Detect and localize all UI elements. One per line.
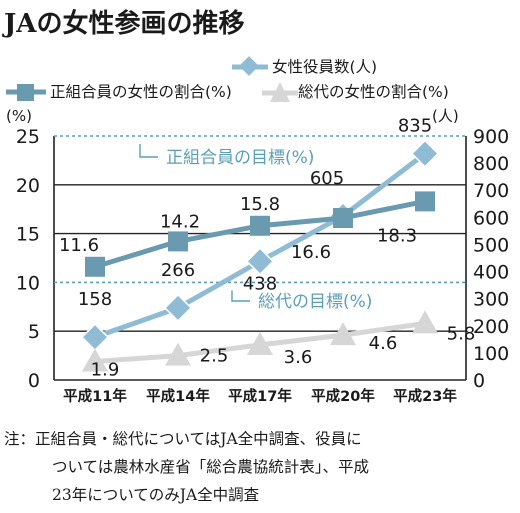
left-tick-label: 20 — [16, 175, 40, 197]
legend-marker-officers — [239, 56, 259, 76]
left-tick-label: 15 — [16, 224, 40, 246]
legend-item-members: 正組合員の女性の割合(%) — [6, 82, 232, 101]
members-point — [415, 191, 435, 212]
left-tick-label: 10 — [16, 272, 40, 294]
chart-title: JAの女性参画の推移 — [2, 8, 244, 39]
delegates-point — [412, 310, 438, 334]
legend-marker-delegates — [270, 82, 290, 102]
data-label: 15.8 — [240, 194, 280, 215]
target-label-1: 総代の目標(%) — [258, 292, 372, 312]
right-tick-label: 300 — [473, 289, 509, 311]
members-point — [250, 215, 270, 236]
left-tick-label: 5 — [28, 321, 40, 343]
category-label: 平成11年 — [63, 387, 127, 405]
officers-point — [163, 293, 193, 322]
legend-label-officers: 女性役員数(人) — [272, 57, 377, 76]
legend-label-members: 正組合員の女性の割合(%) — [50, 82, 232, 101]
legend: 女性役員数(人) 正組合員の女性の割合(%) 総代の女性の割合(%) — [6, 56, 449, 102]
data-label: 835 — [398, 116, 432, 137]
target-label-bg-1 — [254, 287, 398, 313]
data-label: 3.6 — [284, 347, 313, 368]
right-tick-label: 400 — [473, 262, 509, 284]
data-label: 158 — [78, 289, 112, 310]
category-label: 平成23年 — [393, 387, 457, 405]
officers-point — [245, 247, 275, 276]
category-label: 平成14年 — [146, 387, 210, 405]
delegates-point — [330, 322, 356, 346]
footnote-line-2: ついては農林水産省「総合農協統計表」、平成 — [52, 458, 369, 476]
data-label: 14.2 — [160, 211, 200, 232]
category-label: 平成20年 — [311, 387, 375, 405]
right-tick-label: 600 — [473, 207, 509, 229]
data-label: 4.6 — [369, 333, 398, 354]
legend-item-delegates: 総代の女性の割合(%) — [262, 82, 449, 102]
target-lines: 正組合員の目標(%) 総代の目標(%) — [54, 135, 466, 313]
data-label: 605 — [310, 168, 344, 189]
data-label: 2.5 — [200, 346, 229, 367]
legend-marker-members — [17, 84, 34, 101]
left-tick-label: 25 — [16, 126, 40, 148]
left-axis-unit: (%) — [6, 107, 32, 125]
officers-point — [80, 323, 110, 352]
footnote-line-1: 注：正組合員・総代についてはJA全中調査、役員に — [4, 430, 362, 448]
data-labels: 158 266 438 605 835 11.6 14.2 15.8 16.6 18.3 1.9 2.… — [59, 116, 475, 381]
delegates-point — [247, 331, 273, 355]
data-label: 5.8 — [447, 323, 476, 344]
right-tick-label: 200 — [473, 316, 509, 338]
category-label: 平成17年 — [228, 387, 292, 405]
data-label: 438 — [243, 273, 277, 294]
target-label-0: 正組合員の目標(%) — [166, 148, 314, 168]
right-tick-label: 500 — [473, 234, 509, 256]
target-callout-1 — [231, 290, 250, 302]
right-tick-label: 800 — [473, 153, 509, 175]
left-tick-label: 0 — [28, 370, 40, 392]
right-axis-unit: (人) — [432, 107, 459, 125]
series — [80, 139, 440, 372]
legend-label-delegates: 総代の女性の割合(%) — [298, 82, 449, 101]
members-point — [168, 231, 188, 252]
delegates-point — [165, 342, 191, 366]
axes: 0 5 10 15 20 25 0 100 200 300 400 500 600 700 800 900 平成… — [16, 126, 509, 405]
target-label-bg-0 — [162, 143, 340, 169]
footnote: 注：正組合員・総代についてはJA全中調査、役員に ついては農林水産省「総合農協統… — [4, 430, 369, 504]
delegates-point — [82, 348, 108, 372]
right-tick-label: 700 — [473, 180, 509, 202]
data-label: 16.6 — [291, 242, 331, 263]
legend-item-officers: 女性役員数(人) — [232, 56, 377, 76]
data-label: 266 — [161, 260, 195, 281]
officers-point — [410, 139, 440, 168]
footnote-line-3: 23年についてのみJA全中調査 — [52, 486, 259, 504]
data-label: 18.3 — [377, 225, 417, 246]
data-label: 1.9 — [91, 359, 120, 380]
target-callout-0 — [139, 144, 158, 158]
members-point — [333, 207, 353, 228]
members-point — [85, 256, 105, 277]
data-label: 11.6 — [59, 235, 99, 256]
right-tick-label: 100 — [473, 343, 509, 365]
right-tick-label: 900 — [473, 126, 509, 148]
right-tick-label: 0 — [473, 370, 485, 392]
